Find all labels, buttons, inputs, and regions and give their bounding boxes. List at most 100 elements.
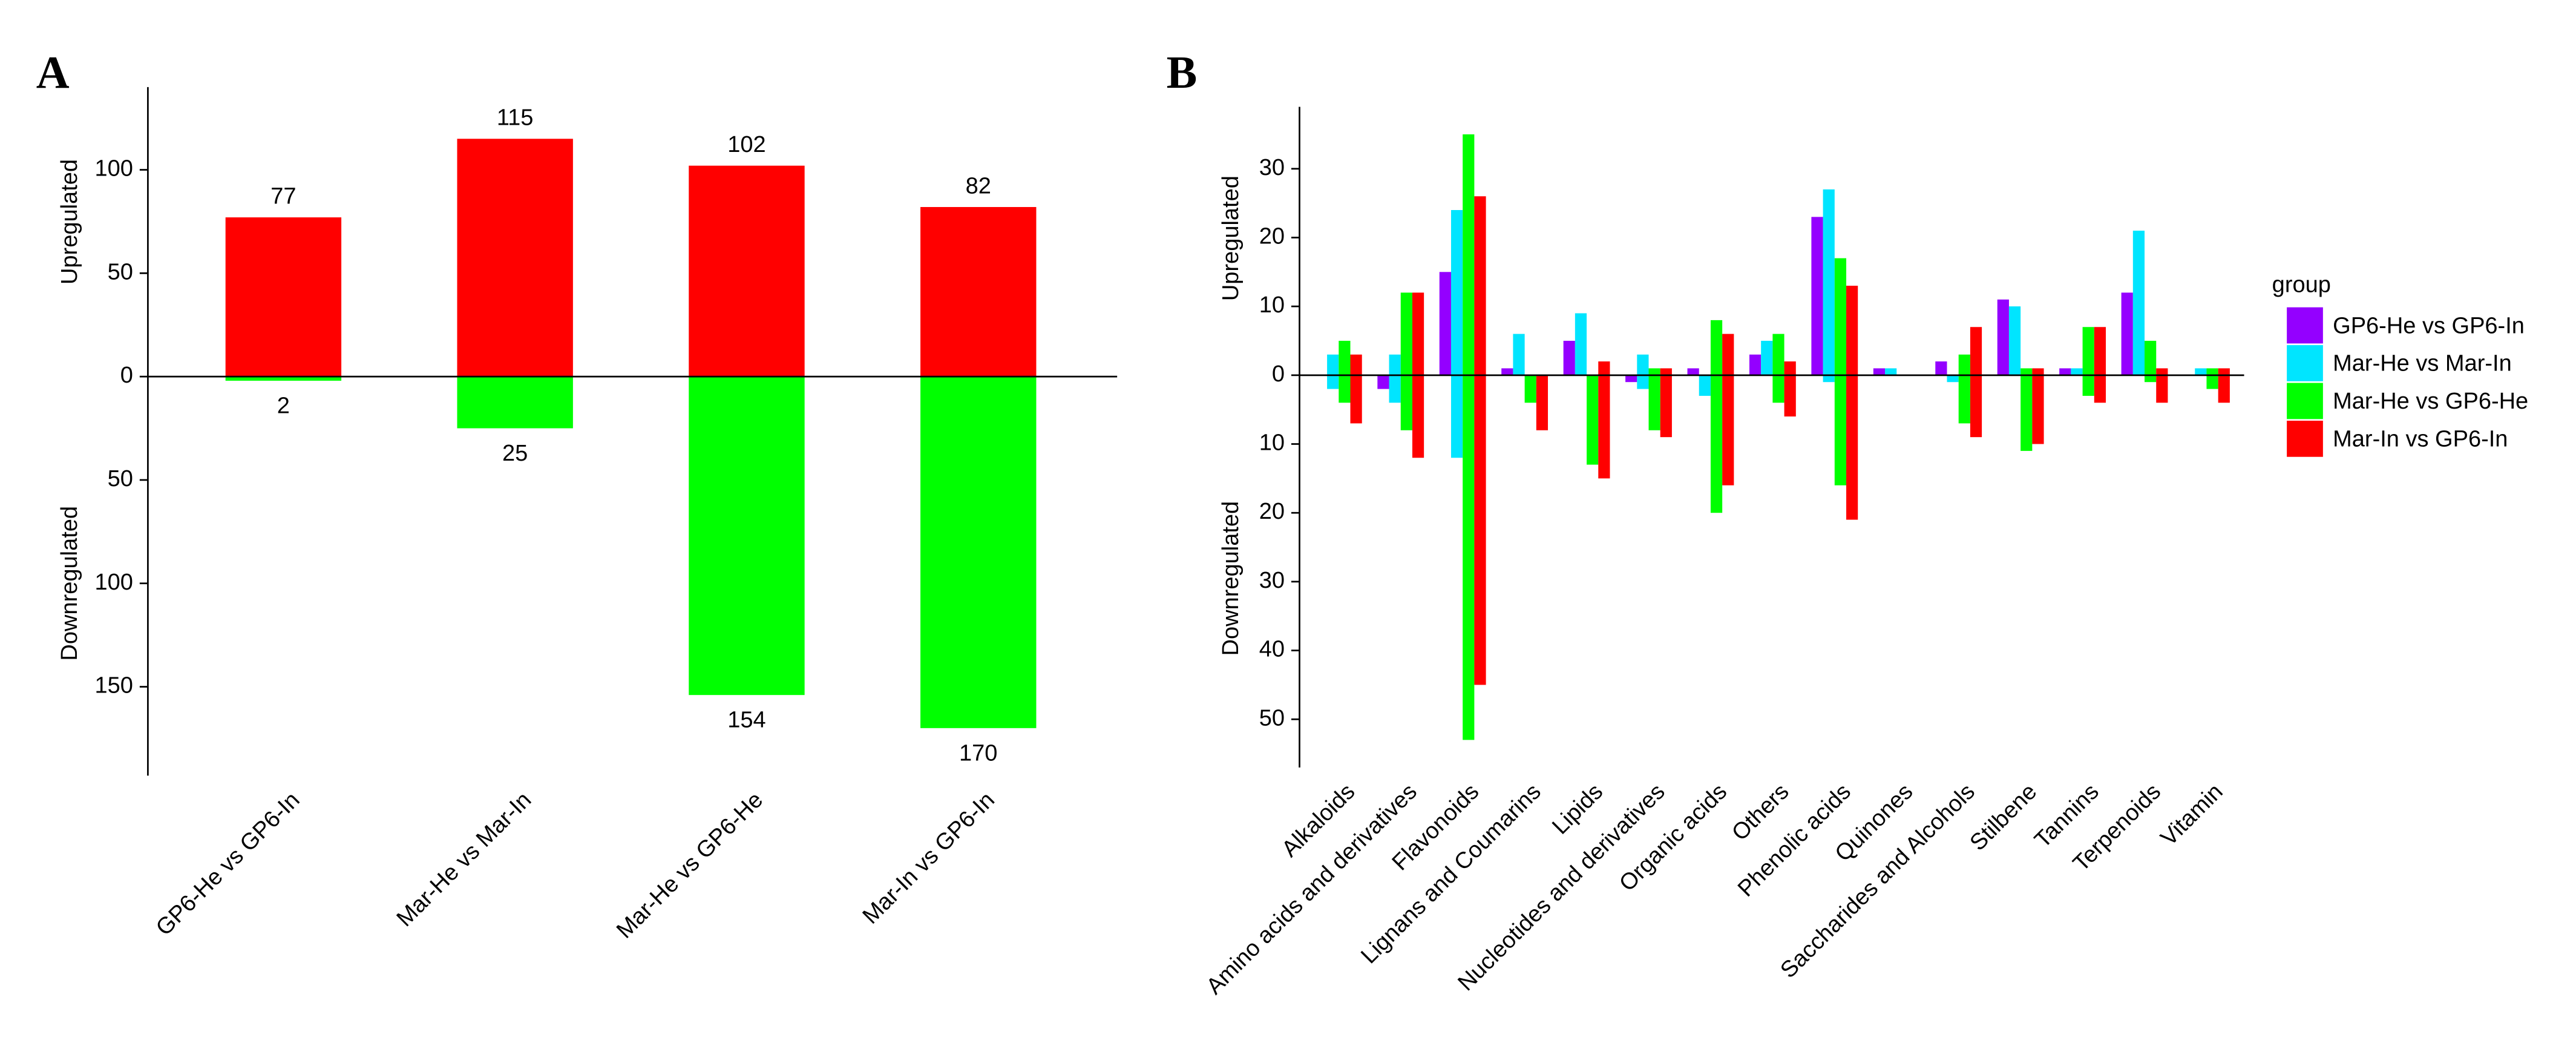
x-tick-label: Stilbene — [1965, 779, 2042, 856]
bar — [1377, 375, 1389, 389]
bar — [2059, 368, 2071, 375]
bar — [2218, 375, 2230, 403]
data-label: 82 — [966, 173, 991, 199]
bar — [1327, 375, 1339, 389]
y-tick-label: 100 — [95, 156, 133, 182]
data-label: 154 — [727, 708, 765, 733]
bar — [1350, 375, 1362, 424]
panel-label: A — [36, 47, 70, 98]
bar — [1772, 375, 1785, 403]
bar — [1501, 368, 1513, 375]
bar — [1412, 292, 1424, 375]
x-tick-label: Vitamin — [2156, 779, 2228, 851]
bar — [1389, 354, 1401, 375]
bar — [1463, 375, 1475, 740]
bar — [1339, 340, 1351, 375]
bar — [1648, 375, 1660, 430]
y-tick-label: 20 — [1259, 499, 1285, 524]
legend-swatch — [2287, 421, 2323, 457]
data-label: 102 — [727, 132, 765, 157]
bar — [1784, 375, 1796, 417]
data-label: 25 — [502, 441, 528, 466]
bar — [920, 207, 1037, 377]
bar — [1400, 375, 1412, 430]
bar — [2094, 327, 2106, 375]
bar — [2218, 368, 2230, 375]
bar — [2121, 292, 2133, 375]
data-label: 115 — [497, 105, 534, 131]
x-tick-label: Mar-He vs GP6-He — [612, 787, 768, 943]
bar — [1474, 375, 1486, 685]
bar — [1587, 375, 1599, 465]
bar — [1846, 286, 1858, 375]
y-tick-label: 0 — [1272, 361, 1285, 387]
bar — [1400, 292, 1412, 375]
bar — [1722, 375, 1734, 485]
legend-swatch — [2287, 345, 2323, 381]
y-tick-label: 20 — [1259, 223, 1285, 249]
y-axis-label: Upregulated — [57, 159, 82, 285]
bar — [2008, 306, 2021, 375]
x-tick-label: Lipids — [1547, 779, 1608, 840]
bar — [1350, 354, 1362, 375]
bar — [689, 165, 805, 377]
bar — [1710, 320, 1723, 375]
bar — [1450, 209, 1463, 375]
bar — [1463, 134, 1475, 375]
x-tick-label: Mar-In vs GP6-In — [858, 787, 1000, 929]
bar — [1761, 340, 1773, 375]
bar — [2032, 368, 2044, 375]
bar — [1637, 375, 1649, 389]
bar — [1970, 375, 1982, 438]
legend-label: Mar-In vs GP6-In — [2333, 427, 2508, 452]
bar — [2071, 368, 2083, 375]
legend-swatch — [2287, 307, 2323, 344]
bar — [225, 377, 342, 381]
bar — [1846, 375, 1858, 520]
legend-label: Mar-He vs GP6-He — [2333, 389, 2528, 414]
bar — [457, 377, 573, 429]
bar — [1625, 375, 1637, 383]
bar — [1811, 217, 1823, 375]
bar — [1660, 375, 1672, 438]
bar — [1513, 334, 1525, 375]
y-tick-label: 10 — [1259, 430, 1285, 456]
bar — [2020, 375, 2033, 451]
y-tick-label: 30 — [1259, 568, 1285, 593]
bar — [1327, 354, 1339, 375]
x-tick-label: Mar-He vs Mar-In — [392, 787, 537, 932]
bar — [1958, 375, 1970, 424]
bar — [1412, 375, 1424, 458]
bar — [1536, 375, 1549, 430]
legend-label: Mar-He vs Mar-In — [2333, 351, 2512, 377]
y-axis-label: Downregulated — [1218, 501, 1244, 656]
bar — [1648, 368, 1660, 375]
bar — [1687, 368, 1699, 375]
bar — [1710, 375, 1723, 513]
bar — [457, 139, 573, 377]
x-tick-label: GP6-He vs GP6-In — [151, 787, 305, 941]
bar — [2206, 368, 2218, 375]
bar — [2206, 375, 2218, 389]
y-axis-label: Downregulated — [57, 506, 82, 661]
y-tick-label: 10 — [1259, 292, 1285, 318]
panel-label: B — [1167, 47, 1198, 98]
bar — [1823, 189, 1835, 375]
legend-swatch — [2287, 383, 2323, 419]
y-tick-label: 50 — [1259, 705, 1285, 731]
bar — [1389, 375, 1401, 403]
bar — [1935, 361, 1947, 375]
bar — [2082, 327, 2094, 375]
bar — [2145, 340, 2157, 375]
bar — [1439, 272, 1451, 375]
bar — [2094, 375, 2106, 403]
bar — [1598, 375, 1610, 479]
y-tick-label: 40 — [1259, 637, 1285, 662]
bar — [920, 377, 1037, 728]
bar — [2132, 231, 2145, 375]
bar — [1575, 313, 1587, 375]
legend-label: GP6-He vs GP6-In — [2333, 313, 2525, 338]
bar — [1958, 354, 1970, 375]
bar — [1873, 368, 1886, 375]
